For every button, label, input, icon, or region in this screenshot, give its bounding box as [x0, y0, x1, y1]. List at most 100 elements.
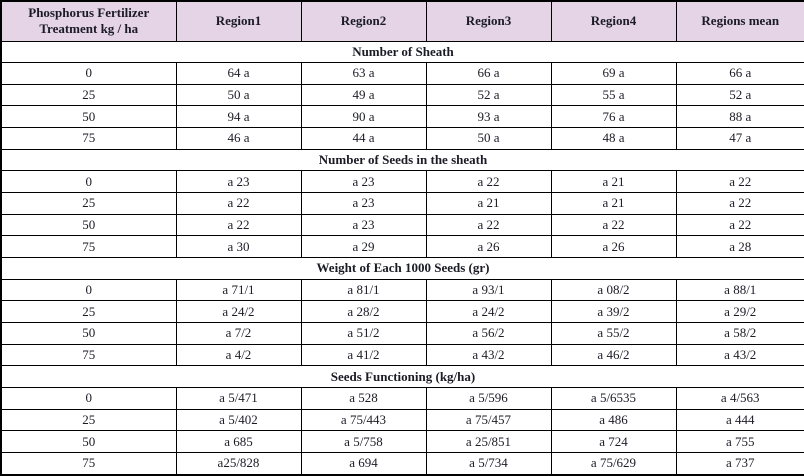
value-cell: a 26 [425, 235, 552, 259]
value-cell: a 21 [425, 192, 552, 215]
value-cell: a 685 [175, 430, 302, 453]
value-cell: a 71/1 [175, 278, 302, 302]
value-cell: a 24/2 [425, 300, 552, 324]
treatment-cell: 50 [0, 213, 177, 237]
value-cell: a 23 [175, 170, 302, 194]
value-cell: a 5/471 [175, 387, 302, 410]
value-cell: 93 a [425, 105, 552, 129]
value-cell: a 23 [300, 192, 427, 215]
value-cell: a 51/2 [300, 322, 427, 345]
value-cell: a 4/2 [175, 343, 302, 367]
table-row: 25 50 a 49 a 52 a 55 a 52 a [0, 83, 804, 107]
table-row: 50 94 a 90 a 93 a 76 a 88 a [0, 105, 804, 129]
column-header-region2: Region2 [300, 0, 427, 42]
section-title: Number of Seeds in the sheath [0, 148, 804, 172]
column-header-region1: Region1 [175, 0, 302, 42]
value-cell: a 26 [550, 235, 677, 259]
value-cell: 49 a [300, 83, 427, 107]
value-cell: a 23 [300, 213, 427, 237]
treatment-cell: 25 [0, 83, 177, 107]
table-row: 25 a 24/2 a 28/2 a 24/2 a 39/2 a 29/2 [0, 300, 804, 324]
treatment-cell: 0 [0, 278, 177, 302]
value-cell: 64 a [175, 62, 302, 85]
value-cell: 50 a [175, 83, 302, 107]
value-cell: a 755 [675, 430, 804, 453]
value-cell: a 4/563 [675, 387, 804, 410]
value-cell: a 08/2 [550, 278, 677, 302]
value-cell: a 22 [675, 170, 804, 194]
value-cell: 76 a [550, 105, 677, 129]
column-header-region4: Region4 [550, 0, 677, 42]
value-cell: 90 a [300, 105, 427, 129]
table-row: 25 a 5/402 a 75/443 a 75/457 a 486 a 444 [0, 408, 804, 432]
treatment-cell: 50 [0, 430, 177, 453]
column-header-treatment: Phosphorus Fertilizer Treatment kg / ha [0, 0, 177, 42]
value-cell: 47 a [675, 127, 804, 150]
value-cell: a 22 [675, 192, 804, 215]
section-title-row: Number of Seeds in the sheath [0, 148, 804, 172]
section-title-row: Seeds Functioning (kg/ha) [0, 365, 804, 388]
value-cell: a 7/2 [175, 322, 302, 345]
treatment-cell: 0 [0, 170, 177, 194]
value-cell: a 39/2 [550, 300, 677, 324]
value-cell: a 41/2 [300, 343, 427, 367]
value-cell: a 28 [675, 235, 804, 259]
section-title-row: Number of Sheath [0, 40, 804, 64]
value-cell: 52 a [425, 83, 552, 107]
value-cell: a 81/1 [300, 278, 427, 302]
value-cell: a 724 [550, 430, 677, 453]
column-header-region3: Region3 [425, 0, 552, 42]
value-cell: 44 a [300, 127, 427, 150]
value-cell: a 22 [425, 170, 552, 194]
table-row: 50 a 685 a 5/758 a 25/851 a 724 a 755 [0, 430, 804, 453]
value-cell: 66 a [425, 62, 552, 85]
treatment-cell: 75 [0, 127, 177, 150]
value-cell: a 528 [300, 387, 427, 410]
table-header-row: Phosphorus Fertilizer Treatment kg / ha … [0, 0, 804, 42]
table-row: 0 64 a 63 a 66 a 69 a 66 a [0, 62, 804, 85]
value-cell: 88 a [675, 105, 804, 129]
value-cell: a 737 [675, 451, 804, 476]
value-cell: a 75/629 [550, 451, 677, 476]
table-row: 25 a 22 a 23 a 21 a 21 a 22 [0, 192, 804, 215]
treatment-cell: 25 [0, 408, 177, 432]
value-cell: a 55/2 [550, 322, 677, 345]
value-cell: a 25/851 [425, 430, 552, 453]
section-title: Number of Sheath [0, 40, 804, 64]
treatment-cell: 50 [0, 322, 177, 345]
value-cell: a 29 [300, 235, 427, 259]
value-cell: 55 a [550, 83, 677, 107]
value-cell: a 93/1 [425, 278, 552, 302]
value-cell: a 22 [550, 213, 677, 237]
value-cell: a 5/734 [425, 451, 552, 476]
treatment-cell: 0 [0, 62, 177, 85]
value-cell: 46 a [175, 127, 302, 150]
treatment-cell: 75 [0, 235, 177, 259]
treatment-cell: 75 [0, 451, 177, 476]
value-cell: a 75/457 [425, 408, 552, 432]
value-cell: a 75/443 [300, 408, 427, 432]
column-header-regions-mean: Regions mean [675, 0, 804, 42]
value-cell: a 694 [300, 451, 427, 476]
treatment-cell: 25 [0, 300, 177, 324]
section-title: Seeds Functioning (kg/ha) [0, 365, 804, 388]
table-row: 75 46 a 44 a 50 a 48 a 47 a [0, 127, 804, 150]
value-cell: a 58/2 [675, 322, 804, 345]
value-cell: a 486 [550, 408, 677, 432]
table-row: 50 a 7/2 a 51/2 a 56/2 a 55/2 a 58/2 [0, 322, 804, 345]
value-cell: a 22 [675, 213, 804, 237]
value-cell: a 5/402 [175, 408, 302, 432]
value-cell: a 30 [175, 235, 302, 259]
value-cell: a 43/2 [425, 343, 552, 367]
table-row: 75 a 4/2 a 41/2 a 43/2 a 46/2 a 43/2 [0, 343, 804, 367]
value-cell: a 21 [550, 192, 677, 215]
value-cell: a 43/2 [675, 343, 804, 367]
section-title: Weight of Each 1000 Seeds (gr) [0, 257, 804, 280]
value-cell: a 5/596 [425, 387, 552, 410]
value-cell: 94 a [175, 105, 302, 129]
value-cell: 69 a [550, 62, 677, 85]
value-cell: 50 a [425, 127, 552, 150]
table-row: 75 a25/828 a 694 a 5/734 a 75/629 a 737 [0, 451, 804, 476]
